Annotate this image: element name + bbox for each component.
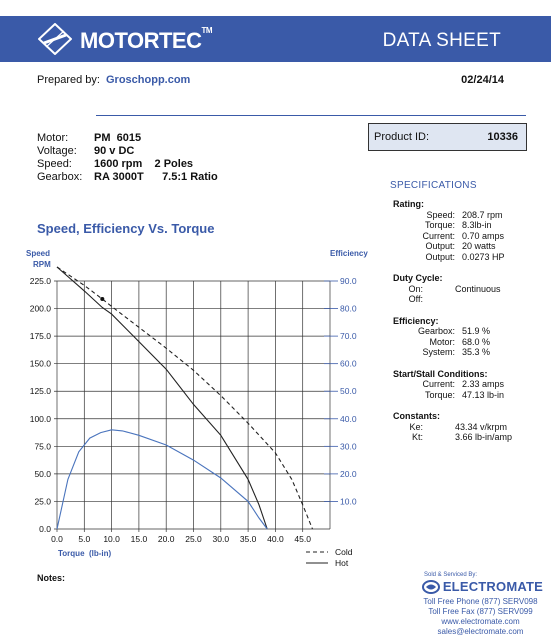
y-tick-label: 100.0	[30, 414, 52, 424]
x-tick-label: 30.0	[213, 534, 230, 544]
speed-efficiency-torque-chart: Speed RPM Efficiency Torque (lb-in) 0.0 2…	[26, 249, 368, 568]
y2-tick-label: 20.0	[340, 469, 357, 479]
y-tick-label: 225.0	[30, 276, 52, 286]
brand-name: MOTORTECTM	[80, 26, 213, 53]
dealer-logo: ELECTROMATE	[418, 579, 543, 594]
notes-label: Notes:	[37, 573, 66, 583]
chart-title: Speed, Efficiency Vs. Torque	[37, 221, 215, 236]
y2-tick-label: 30.0	[340, 441, 357, 451]
y-tick-label: 175.0	[30, 331, 52, 341]
dealer-email-link[interactable]: sales@electromate.com	[437, 627, 524, 636]
y-tick-label: 150.0	[30, 359, 52, 369]
y2-tick-label: 70.0	[340, 331, 357, 341]
y-tick-label: 25.0	[34, 496, 51, 506]
x-tick-label: 45.0	[294, 534, 311, 544]
electromate-logo-icon	[421, 579, 440, 594]
specifications-list: Rating: Speed: 208.7 rpm Torque: 8.3lb-in …	[393, 199, 543, 454]
speed-row: Speed: 1600 rpm 2 Poles	[37, 158, 194, 170]
product-id-label: Product ID:	[374, 131, 430, 143]
y2-tick-label: 40.0	[340, 414, 357, 424]
chart-lines	[56, 266, 314, 530]
rating-point-marker	[100, 296, 105, 301]
x-tick-label: 5.0	[78, 534, 90, 544]
page-title: DATA SHEET	[382, 30, 501, 51]
y2-tick-label: 10.0	[340, 496, 357, 506]
dealer-website-link[interactable]: www.electromate.com	[441, 617, 520, 626]
y2-tick-label: 80.0	[340, 304, 357, 314]
divider	[96, 115, 526, 116]
y2-tick-label: 90.0	[340, 276, 357, 286]
x-tick-label: 10.0	[103, 534, 120, 544]
x-tick-label: 15.0	[131, 534, 148, 544]
product-id-value: 10336	[487, 131, 518, 143]
legend-label-cold: Cold	[335, 547, 353, 557]
y-axis-label-unit: RPM	[33, 260, 51, 269]
dealer-name: ELECTROMATE	[442, 579, 543, 594]
y-tick-label: 125.0	[30, 386, 52, 396]
y-tick-label: 0.0	[39, 524, 51, 534]
y2-axis-label: Efficiency	[330, 249, 368, 258]
x-axis-label: Torque (lb-in)	[58, 549, 112, 558]
header-banner: MOTORTECTM DATA SHEET	[0, 16, 551, 62]
start-stall-group: Start/Stall Conditions: Current: 2.33 amp…	[393, 368, 505, 400]
specifications-title: SPECIFICATIONS	[390, 180, 477, 191]
x-tick-label: 20.0	[158, 534, 175, 544]
chart-ticks: 0.0 25.0 50.0 75.0 100.0 125.0 150.0 175.0 200.0…	[30, 276, 357, 544]
y-axis-label: Speed	[26, 249, 50, 258]
constants-group: Constants: Ke: 43.34 v/krpm Kt: 3.66 lb-in…	[393, 411, 513, 442]
x-tick-label: 0.0	[51, 534, 63, 544]
duty-cycle-group: Duty Cycle: On: Continuous Off:	[393, 273, 501, 304]
sold-by-label: Sold & Serviced By:	[424, 572, 478, 578]
x-tick-label: 35.0	[240, 534, 257, 544]
motor-row: Motor: PM 6015	[37, 132, 142, 144]
rating-group: Rating: Speed: 208.7 rpm Torque: 8.3lb-in …	[393, 199, 505, 262]
legend-label-hot: Hot	[335, 558, 349, 568]
prepared-by-label: Prepared by:	[37, 74, 100, 86]
chart-grid	[54, 280, 331, 532]
dealer-fax: Toll Free Fax (877) SERV099	[428, 607, 533, 616]
y2-tick-label: 60.0	[340, 359, 357, 369]
series-hot	[56, 266, 268, 530]
dealer-block: Sold & Serviced By: ELECTROMATE Toll Fre…	[418, 572, 543, 637]
y-tick-label: 50.0	[34, 469, 51, 479]
series-efficiency	[56, 429, 268, 530]
motor-info: Motor: PM 6015 Voltage: 90 v DC Speed: 1600…	[37, 132, 218, 184]
x-tick-label: 25.0	[185, 534, 202, 544]
y-tick-label: 75.0	[34, 441, 51, 451]
voltage-row: Voltage: 90 v DC	[37, 145, 135, 157]
x-tick-label: 40.0	[267, 534, 284, 544]
y-tick-label: 200.0	[30, 304, 52, 314]
efficiency-group: Efficiency: Gearbox: 51.9 % Motor: 68.0 % …	[393, 315, 491, 358]
series-cold	[56, 266, 314, 530]
y2-tick-label: 50.0	[340, 386, 357, 396]
prepared-by-link[interactable]: Groschopp.com	[106, 74, 191, 86]
product-id-box: Product ID: 10336	[368, 123, 527, 151]
date: 02/24/14	[461, 74, 504, 86]
motortec-logo-icon	[38, 23, 72, 55]
dealer-phone: Toll Free Phone (877) SERV098	[423, 597, 538, 606]
gearbox-row: Gearbox: RA 3000T 7.5:1 Ratio	[37, 171, 218, 183]
